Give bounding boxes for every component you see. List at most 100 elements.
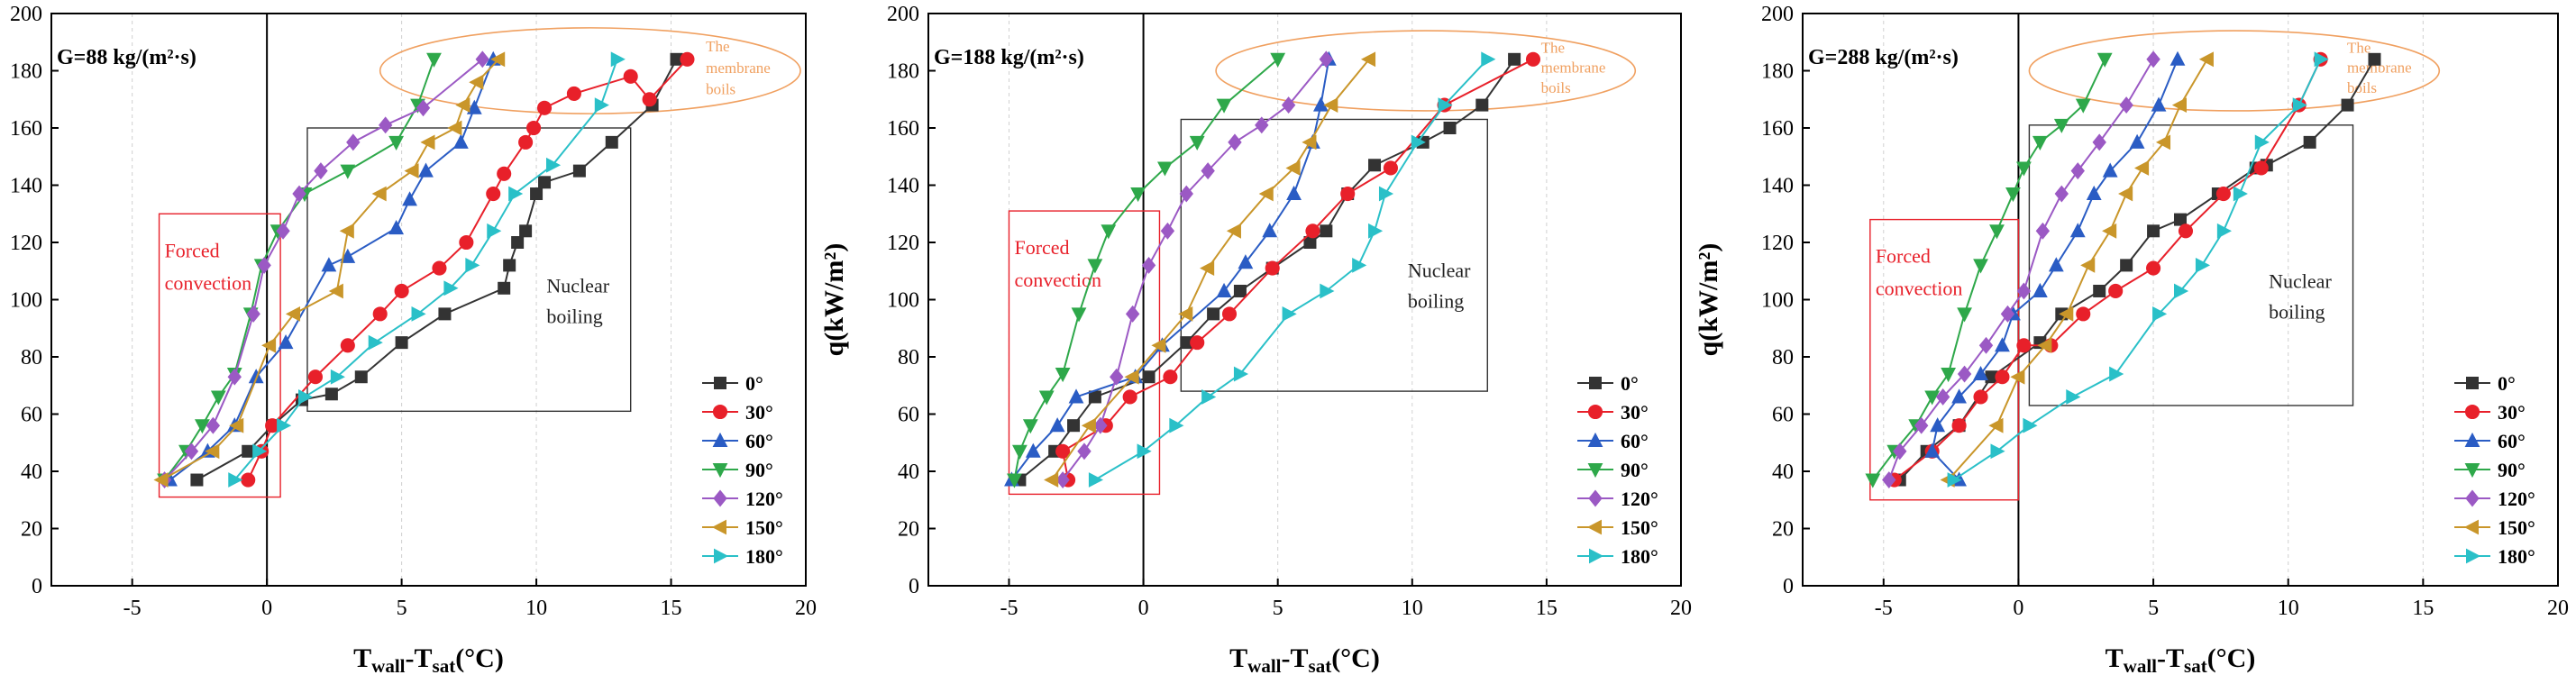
- data-point: [1924, 390, 1941, 406]
- data-point: [2195, 258, 2211, 273]
- annotation-label: membrane: [2347, 59, 2412, 77]
- data-point: [321, 257, 337, 272]
- annotation-label: membrane: [1541, 59, 1606, 77]
- data-point: [1233, 284, 1247, 297]
- data-point: [508, 186, 524, 202]
- data-point: [248, 369, 264, 384]
- y-tick-label: 200: [887, 3, 919, 26]
- data-point: [190, 473, 204, 487]
- y-tick-label: 60: [21, 404, 42, 427]
- data-point: [2198, 51, 2214, 68]
- data-point: [1508, 52, 1521, 66]
- data-point: [2314, 51, 2329, 68]
- data-point: [1178, 306, 1193, 322]
- y-tick-label: 60: [1772, 404, 1794, 427]
- series: [1947, 51, 2329, 488]
- legend-marker: [712, 432, 728, 447]
- data-point: [404, 163, 419, 179]
- data-point: [1990, 443, 2005, 460]
- data-point: [1180, 336, 1193, 350]
- data-point: [1055, 443, 1071, 459]
- legend-marker: [2466, 377, 2479, 389]
- series: [228, 51, 626, 488]
- data-point: [2000, 305, 2015, 323]
- x-tick-label: 15: [2412, 597, 2434, 620]
- legend-marker: [2464, 404, 2480, 420]
- x-axis-title-part: -T: [2157, 643, 2184, 673]
- data-point: [2120, 259, 2133, 272]
- data-point: [371, 186, 387, 202]
- data-point: [1163, 369, 1178, 385]
- data-point: [2292, 97, 2307, 113]
- data-point: [420, 134, 435, 150]
- legend-marker: [712, 404, 728, 420]
- data-point: [330, 369, 345, 385]
- data-point: [184, 442, 199, 461]
- data-point: [426, 52, 442, 68]
- series-line: [161, 59, 499, 481]
- series-line: [1051, 59, 1370, 481]
- annotation-box: [1869, 218, 2020, 501]
- data-point: [1216, 98, 1232, 114]
- data-point: [1049, 417, 1065, 433]
- data-point: [1978, 336, 1994, 354]
- data-point: [205, 443, 220, 460]
- data-point: [285, 306, 301, 322]
- data-point: [1087, 259, 1103, 274]
- x-axis-title-part: wall: [1247, 655, 1282, 677]
- legend-entry: 150°: [1621, 516, 1658, 539]
- legend-entry: 60°: [2498, 430, 2526, 452]
- data-point: [466, 99, 482, 114]
- x-axis-title-part: -T: [1282, 643, 1309, 673]
- data-point: [241, 472, 256, 488]
- plot-frame: [50, 13, 807, 587]
- data-point: [1007, 473, 1022, 488]
- legend-marker: [1586, 519, 1602, 535]
- annotation-label: boils: [706, 81, 735, 98]
- data-point: [538, 176, 552, 189]
- data-point: [2092, 133, 2106, 151]
- series: [153, 51, 506, 488]
- x-axis-title-part: T: [1229, 643, 1247, 673]
- y-tick-label: 180: [1761, 60, 1794, 84]
- data-point: [314, 162, 328, 180]
- data-point: [257, 256, 271, 274]
- data-point: [1081, 417, 1096, 433]
- x-axis-title-part: sat: [2184, 655, 2207, 677]
- data-point: [340, 248, 356, 263]
- annotation-box: [2028, 124, 2354, 406]
- series: [1865, 52, 2113, 488]
- series: [1940, 51, 2214, 488]
- legend-marker: [1589, 548, 1604, 564]
- data-point: [261, 337, 277, 353]
- data-point: [1071, 307, 1087, 323]
- data-point: [1481, 51, 1496, 68]
- data-point: [2215, 186, 2231, 202]
- x-axis-title-part: sat: [1309, 655, 1332, 677]
- data-point: [1157, 161, 1173, 177]
- data-point: [1985, 370, 1998, 384]
- data-point: [1320, 283, 1335, 299]
- y-tick-label: 120: [887, 232, 919, 255]
- annotation-label: Nuclear: [1408, 259, 1471, 281]
- data-point: [1238, 254, 1254, 269]
- data-point: [443, 280, 459, 296]
- x-tick-label: 20: [795, 597, 817, 620]
- y-tick-label: 20: [1772, 518, 1794, 542]
- annotation-label: Nuclear: [546, 274, 609, 296]
- legend-entry: 30°: [745, 401, 773, 424]
- data-point: [328, 283, 343, 299]
- annotation-label: Forced: [165, 239, 220, 261]
- data-point: [1914, 416, 1929, 434]
- data-point: [2155, 134, 2171, 150]
- data-point: [519, 224, 533, 238]
- x-tick-label: 20: [1670, 597, 1692, 620]
- y-tick-label: 40: [1772, 461, 1794, 484]
- x-tick-label: 5: [2148, 597, 2159, 620]
- data-point: [2076, 306, 2091, 322]
- series-line: [1894, 59, 2322, 481]
- x-tick-label: 10: [1402, 597, 1423, 620]
- data-point: [1255, 116, 1269, 134]
- y-tick-label: 160: [10, 117, 42, 141]
